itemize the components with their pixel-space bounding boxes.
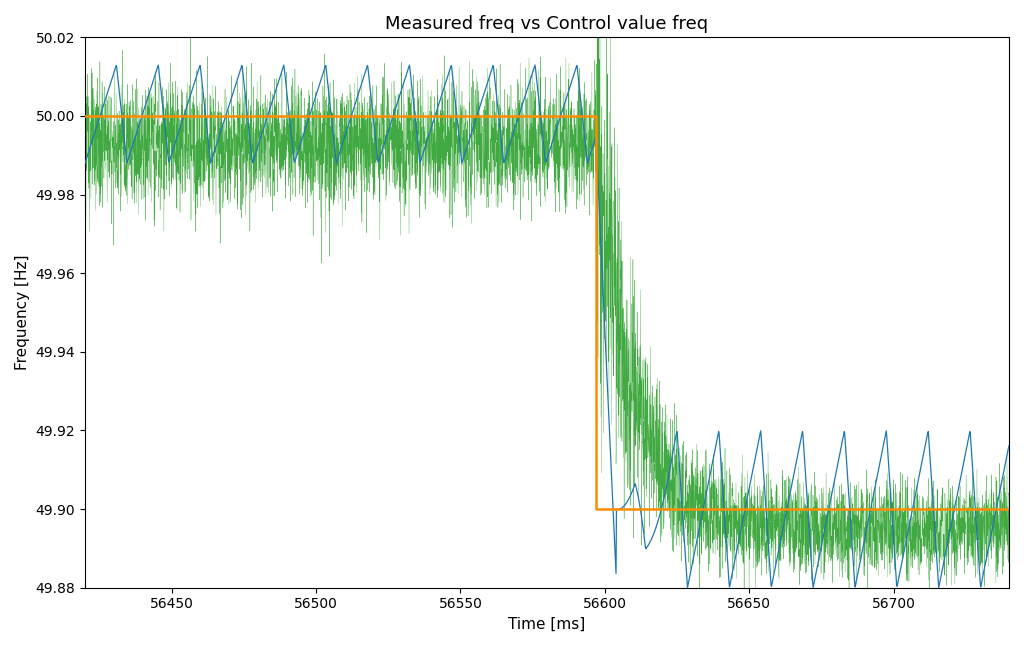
X-axis label: Time [ms]: Time [ms] — [508, 617, 586, 632]
Y-axis label: Frequency [Hz]: Frequency [Hz] — [15, 255, 30, 370]
Title: Measured freq vs Control value freq: Measured freq vs Control value freq — [385, 15, 709, 33]
